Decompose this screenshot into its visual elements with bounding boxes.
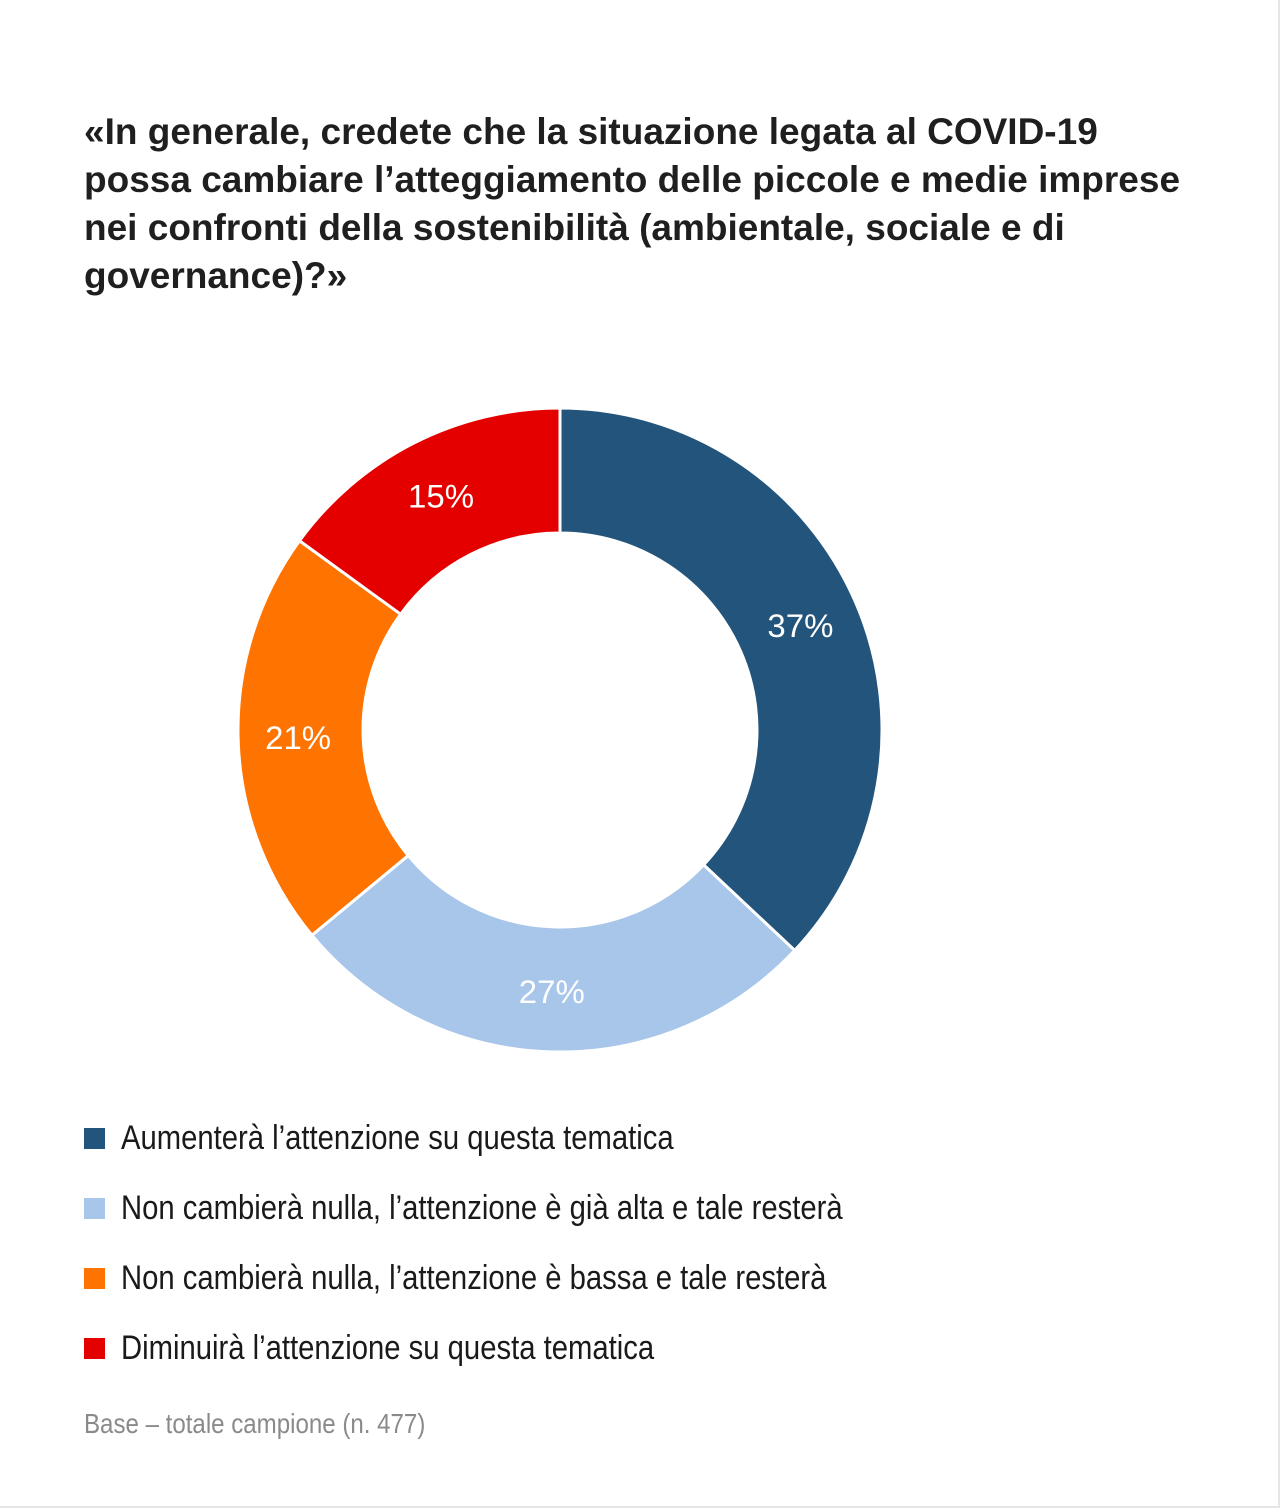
legend-swatch <box>84 1267 105 1289</box>
legend-item-decrease: Diminuirà l’attenzione su questa tematic… <box>84 1313 1184 1383</box>
legend-label: Aumenterà l’attenzione su questa tematic… <box>121 1118 674 1157</box>
chart-title: «In generale, credete che la situazione … <box>84 111 1181 296</box>
legend-item-unchanged-high: Non cambierà nulla, l’attenzione è già a… <box>84 1173 1184 1243</box>
footnote: Base – totale campione (n. 477) <box>84 1408 426 1439</box>
chart-legend: Aumenterà l’attenzione su questa tematic… <box>84 1103 1184 1383</box>
legend-label: Diminuirà l’attenzione su questa tematic… <box>121 1328 655 1367</box>
legend-swatch <box>84 1337 105 1359</box>
legend-label: Non cambierà nulla, l’attenzione è bassa… <box>121 1258 827 1297</box>
legend-item-increase: Aumenterà l’attenzione su questa tematic… <box>84 1103 1184 1173</box>
legend-item-unchanged-low: Non cambierà nulla, l’attenzione è bassa… <box>84 1243 1184 1313</box>
legend-swatch <box>84 1197 105 1219</box>
legend-swatch <box>84 1127 105 1149</box>
legend-label: Non cambierà nulla, l’attenzione è già a… <box>121 1188 843 1227</box>
